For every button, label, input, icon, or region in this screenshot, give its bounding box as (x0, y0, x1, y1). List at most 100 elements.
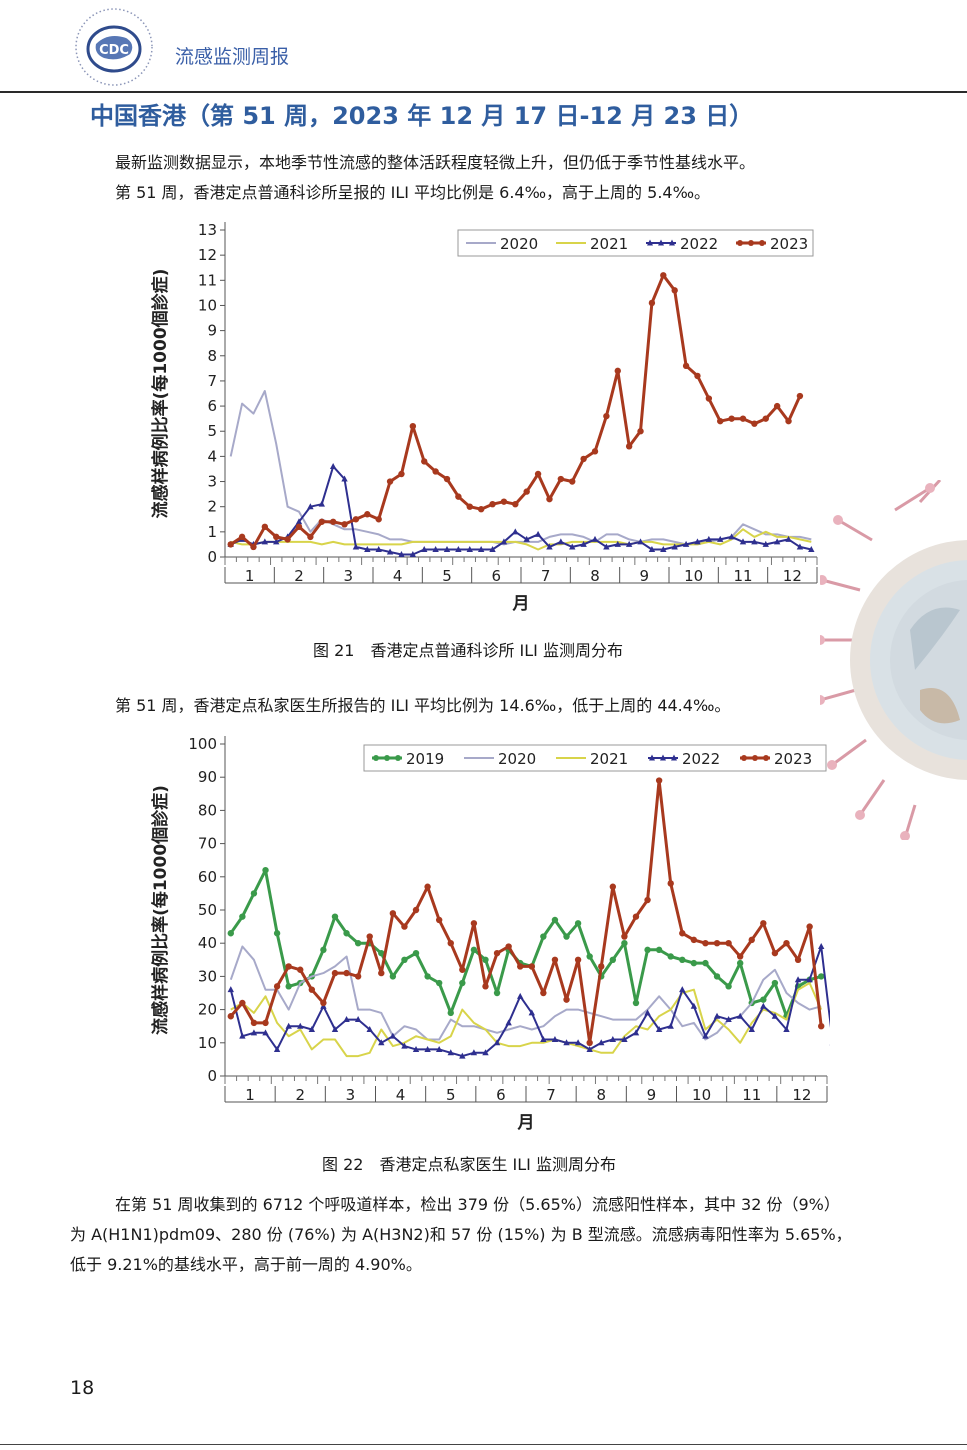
data-point-2023 (331, 969, 339, 977)
data-point-2022 (517, 992, 524, 999)
data-point-2022 (632, 1029, 640, 1036)
data-point-2022 (586, 1045, 593, 1052)
data-point-2022 (466, 545, 473, 552)
data-point-2022 (352, 543, 360, 550)
data-point-2022 (523, 535, 530, 542)
data-point-2023 (352, 516, 360, 523)
data-point-2023 (409, 423, 417, 430)
x-tick-label: 7 (541, 567, 551, 585)
data-point-2022 (273, 1045, 281, 1052)
paragraph-3-line-2: 为 A(H1N1)pdm09、280 份 (76%) 为 A(H3N2)和 57… (70, 1225, 852, 1244)
data-point-2023 (771, 949, 779, 957)
data-point-2022 (794, 976, 802, 983)
series-line-2019 (229, 868, 822, 1018)
paragraph-2: 第 51 周，香港定点私家医生所报告的 ILI 平均比例为 14.6‰，低于上周… (115, 696, 731, 715)
legend-label-2022: 2022 (680, 235, 718, 253)
data-point-2022 (551, 1035, 559, 1042)
data-point-2023 (482, 983, 489, 990)
y-tick-label: 13 (198, 221, 217, 239)
data-point-2022 (739, 538, 747, 545)
data-point-2019 (354, 940, 362, 947)
data-point-2022 (341, 475, 348, 482)
data-point-2019 (285, 983, 292, 990)
data-point-2023 (736, 953, 744, 960)
legend-marker-2022 (671, 754, 677, 761)
data-point-2019 (273, 930, 281, 937)
data-point-2019 (609, 956, 617, 963)
data-point-2019 (424, 973, 431, 980)
data-point-2023 (250, 543, 257, 551)
y-tick-label: 3 (207, 473, 217, 491)
data-point-2022 (505, 1019, 512, 1026)
data-point-2019 (736, 959, 744, 967)
data-point-2023 (621, 933, 628, 940)
data-point-2023 (762, 415, 769, 422)
data-point-2023 (679, 930, 686, 937)
data-point-2023 (671, 287, 678, 294)
data-point-2023 (273, 533, 280, 541)
legend-marker-2023 (737, 240, 743, 246)
data-point-2023 (702, 940, 709, 947)
data-point-2023 (705, 395, 713, 402)
y-tick-label: 8 (207, 347, 217, 365)
legend-marker-2022 (658, 239, 664, 246)
data-point-2019 (378, 949, 385, 957)
data-point-2022 (540, 1035, 547, 1042)
data-point-2022 (424, 1045, 431, 1052)
data-point-2023 (262, 1019, 269, 1027)
data-point-2019 (679, 956, 686, 963)
y-tick-label: 9 (207, 322, 217, 340)
data-point-2023 (500, 498, 508, 505)
data-point-2022 (785, 535, 792, 542)
data-point-2022 (771, 1012, 779, 1019)
data-point-2022 (682, 540, 690, 547)
data-point-2022 (493, 1039, 501, 1046)
data-point-2023 (435, 916, 443, 924)
x-tick-label: 8 (590, 567, 600, 585)
data-point-2022 (736, 1012, 744, 1019)
y-tick-label: 90 (198, 768, 217, 786)
legend-label-2019: 2019 (406, 750, 444, 768)
data-point-2022 (591, 535, 599, 542)
legend-marker-2022 (669, 239, 675, 246)
data-point-2019 (470, 946, 478, 954)
data-point-2023 (728, 415, 735, 422)
legend-label-2023: 2023 (770, 235, 808, 253)
data-point-2019 (586, 953, 593, 960)
y-tick-label: 100 (188, 735, 217, 753)
header-title: 流感监测周报 (175, 46, 290, 68)
y-tick-label: 80 (198, 801, 217, 819)
data-point-2019 (621, 940, 628, 947)
legend-box (363, 744, 827, 772)
data-point-2022 (295, 518, 303, 525)
y-tick-label: 11 (198, 271, 217, 289)
virus-illustration (820, 480, 967, 840)
data-point-2022 (447, 1049, 454, 1056)
y-tick-label: 0 (207, 1067, 217, 1085)
data-point-2023 (660, 272, 667, 279)
data-point-2019 (343, 930, 350, 937)
data-point-2022 (409, 550, 417, 557)
data-point-2023 (227, 1013, 234, 1020)
x-tick-label: 4 (396, 1086, 406, 1104)
data-point-2023 (648, 299, 656, 307)
data-point-2019 (401, 956, 408, 963)
data-point-2022 (329, 462, 337, 469)
data-point-2023 (505, 943, 512, 950)
data-point-2022 (717, 535, 724, 542)
data-point-2019 (250, 890, 258, 897)
x-tick-label: 12 (792, 1086, 811, 1104)
data-point-2022 (705, 535, 713, 542)
data-point-2019 (227, 930, 234, 937)
data-point-2022 (307, 503, 314, 510)
data-point-2019 (818, 973, 825, 980)
x-tick-label: 9 (647, 1086, 657, 1104)
data-point-2022 (760, 1002, 767, 1009)
data-point-2023 (401, 923, 408, 930)
data-point-2023 (239, 999, 246, 1007)
data-point-2023 (713, 940, 721, 947)
data-point-2023 (528, 963, 535, 970)
x-tick-label: 10 (692, 1086, 711, 1104)
data-point-2022 (482, 1049, 489, 1056)
data-point-2022 (621, 1035, 628, 1042)
